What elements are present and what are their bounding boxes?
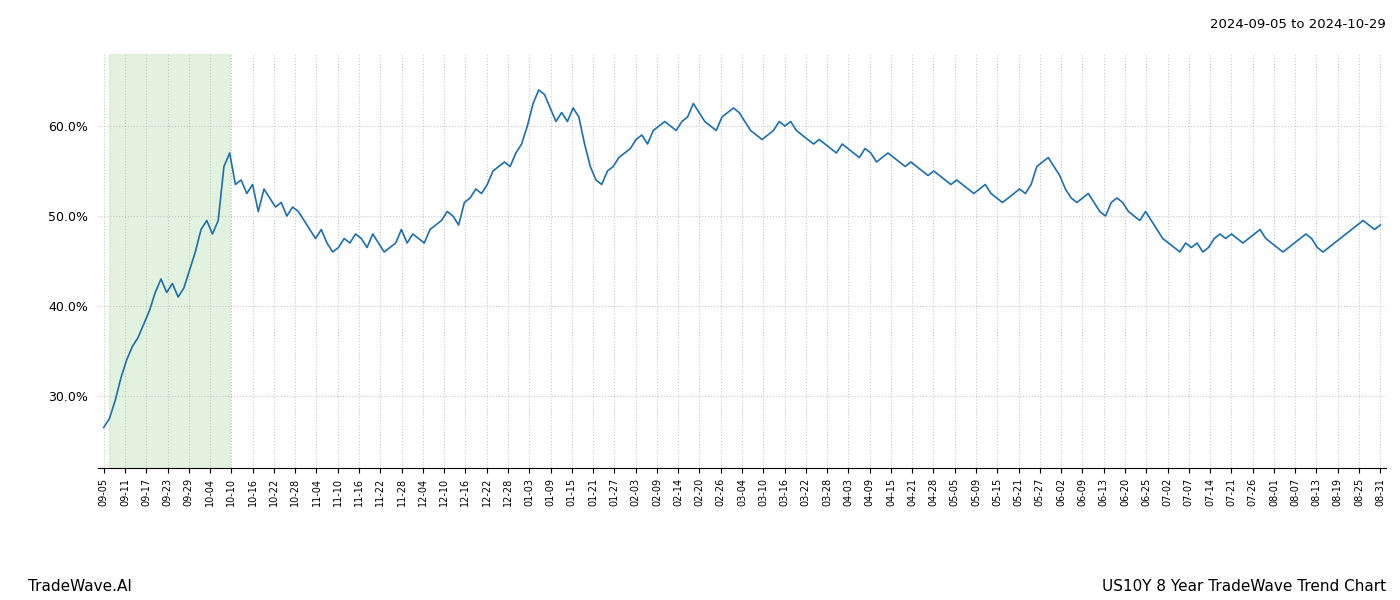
Text: US10Y 8 Year TradeWave Trend Chart: US10Y 8 Year TradeWave Trend Chart (1102, 579, 1386, 594)
Bar (109, 54, 230, 468)
Text: TradeWave.AI: TradeWave.AI (28, 579, 132, 594)
Text: 2024-09-05 to 2024-10-29: 2024-09-05 to 2024-10-29 (1210, 18, 1386, 31)
